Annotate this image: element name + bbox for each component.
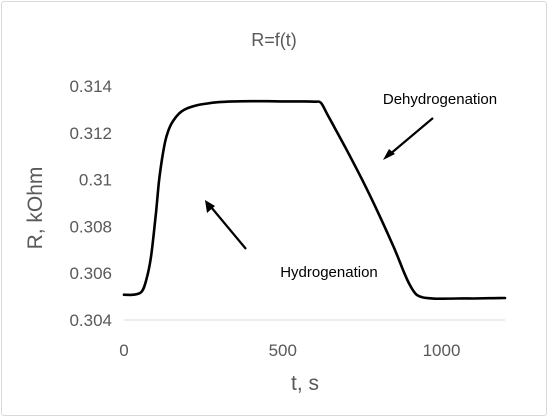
dehydrogenation-arrow-head	[383, 149, 395, 160]
y-tick-label: 0.314	[69, 77, 112, 96]
x-tick-labels: 0 500 1000	[119, 341, 460, 360]
y-tick-label: 0.312	[69, 124, 112, 143]
x-tick-label: 500	[269, 341, 297, 360]
x-tick-label: 0	[119, 341, 128, 360]
y-tick-label: 0.308	[69, 217, 112, 236]
x-axis-title: t, s	[291, 372, 319, 395]
series-line	[122, 99, 507, 301]
dehydrogenation-arrow	[388, 117, 434, 156]
annotation-hydrogenation: Hydrogenation	[280, 264, 378, 281]
y-axis-title: R, kOhm	[24, 167, 47, 250]
hydrogenation-arrow	[210, 206, 247, 250]
y-tick-labels: 0.304 0.306 0.308 0.31 0.312 0.314	[69, 77, 112, 330]
annotation-dehydrogenation: Dehydrogenation	[383, 91, 497, 108]
chart-title: R=f(t)	[251, 30, 297, 50]
y-tick-label: 0.304	[69, 311, 112, 330]
hydrogenation-arrow-head	[205, 200, 215, 213]
x-tick-label: 1000	[423, 341, 461, 360]
y-tick-label: 0.31	[79, 171, 112, 190]
y-tick-label: 0.306	[69, 264, 112, 283]
